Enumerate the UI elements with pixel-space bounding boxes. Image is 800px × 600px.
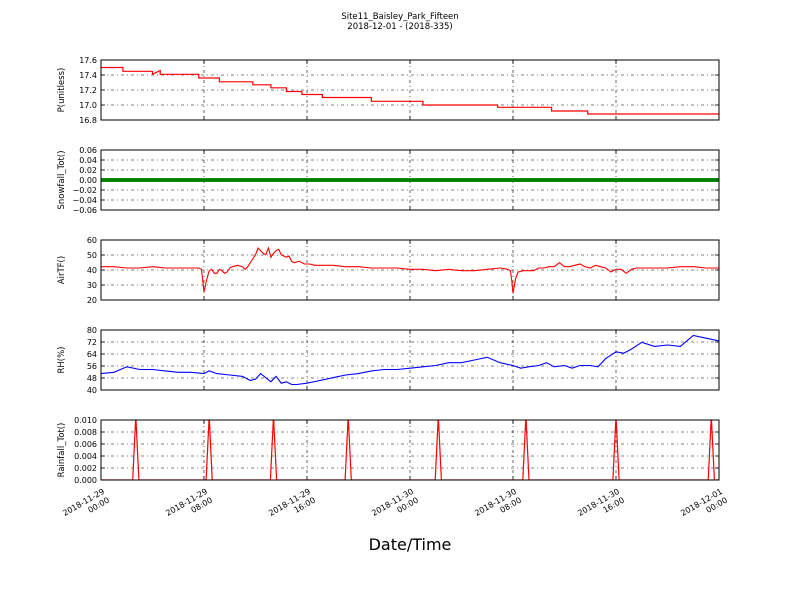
panel-frame bbox=[100, 329, 720, 391]
y-tick-label: 48 bbox=[87, 374, 97, 383]
y-tick-label: 40 bbox=[87, 266, 97, 275]
y-tick-label: 60 bbox=[87, 236, 97, 245]
panel-frame bbox=[100, 419, 720, 481]
panel-1: 16.8 17.0 17.2 17.4 17.6 P(unitless) bbox=[57, 56, 720, 125]
y-tick-label: 0.06 bbox=[79, 146, 97, 155]
y-tick-label: −0.02 bbox=[72, 186, 97, 195]
y-tick-label: 40 bbox=[87, 386, 97, 395]
series-line bbox=[101, 66, 719, 115]
y-tick-label: 50 bbox=[87, 251, 97, 260]
panel-4: 40 48 56 64 72 80 RH(%) bbox=[57, 326, 720, 395]
y-tick-label: 20 bbox=[87, 296, 97, 305]
series-line bbox=[101, 420, 719, 480]
y-axis-label: Rainfall_Tot() bbox=[57, 423, 67, 478]
y-axis-label: RH(%) bbox=[57, 346, 67, 373]
panels: 16.817.017.217.417.6P(unitless)−0.06−0.0… bbox=[57, 56, 720, 485]
series-line bbox=[101, 334, 719, 386]
y-axis-label: Snowfall_Tot() bbox=[57, 150, 67, 209]
panel-frame bbox=[100, 149, 720, 211]
y-tick-label: 17.6 bbox=[79, 56, 97, 65]
y-tick-label: 17.4 bbox=[79, 71, 97, 80]
y-tick-label: 0.00 bbox=[79, 176, 97, 185]
series-group bbox=[101, 420, 719, 480]
y-tick-label: 16.8 bbox=[79, 116, 97, 125]
y-tick-label: 0.008 bbox=[74, 428, 97, 437]
panel-frame bbox=[100, 239, 720, 301]
panel-frame bbox=[100, 59, 720, 121]
y-tick-label: −0.04 bbox=[72, 196, 97, 205]
x-axis-label: Date/Time bbox=[369, 535, 452, 554]
y-tick-label: 0.002 bbox=[74, 464, 97, 473]
series-line bbox=[101, 246, 719, 294]
figure-title: Site11_Baisley_Park_Fifteen bbox=[341, 12, 458, 22]
panel-5: 0.000 0.002 0.004 0.006 0.008 0.010 Rainfall_T… bbox=[57, 416, 720, 485]
y-tick-label: 80 bbox=[87, 326, 97, 335]
series-group bbox=[101, 246, 719, 294]
y-axis-label: AirTF() bbox=[57, 256, 67, 284]
y-tick-label: 17.0 bbox=[79, 101, 97, 110]
y-tick-label: 0.004 bbox=[74, 452, 97, 461]
panel-2: −0.06−0.04−0.020.000.020.040.06 Snowfall_… bbox=[57, 146, 720, 215]
figure-subtitle: 2018-12-01 - (2018-335) bbox=[347, 22, 452, 32]
series-group bbox=[101, 66, 719, 115]
y-tick-label: 64 bbox=[87, 350, 97, 359]
y-tick-label: 17.2 bbox=[79, 86, 97, 95]
y-tick-label: 0.000 bbox=[74, 476, 97, 485]
y-tick-label: 72 bbox=[87, 338, 97, 347]
y-tick-label: 0.006 bbox=[74, 440, 97, 449]
panel-3: 20 30 40 50 60 AirTF() bbox=[57, 236, 720, 305]
y-tick-label: 0.04 bbox=[79, 156, 97, 165]
y-tick-label: 30 bbox=[87, 281, 97, 290]
y-tick-label: −0.06 bbox=[72, 206, 97, 215]
y-tick-label: 56 bbox=[87, 362, 97, 371]
series-group bbox=[101, 178, 719, 182]
y-axis-label: P(unitless) bbox=[57, 68, 67, 113]
y-tick-label: 0.02 bbox=[79, 166, 97, 175]
series-group bbox=[101, 334, 719, 386]
y-tick-label: 0.010 bbox=[74, 416, 97, 425]
